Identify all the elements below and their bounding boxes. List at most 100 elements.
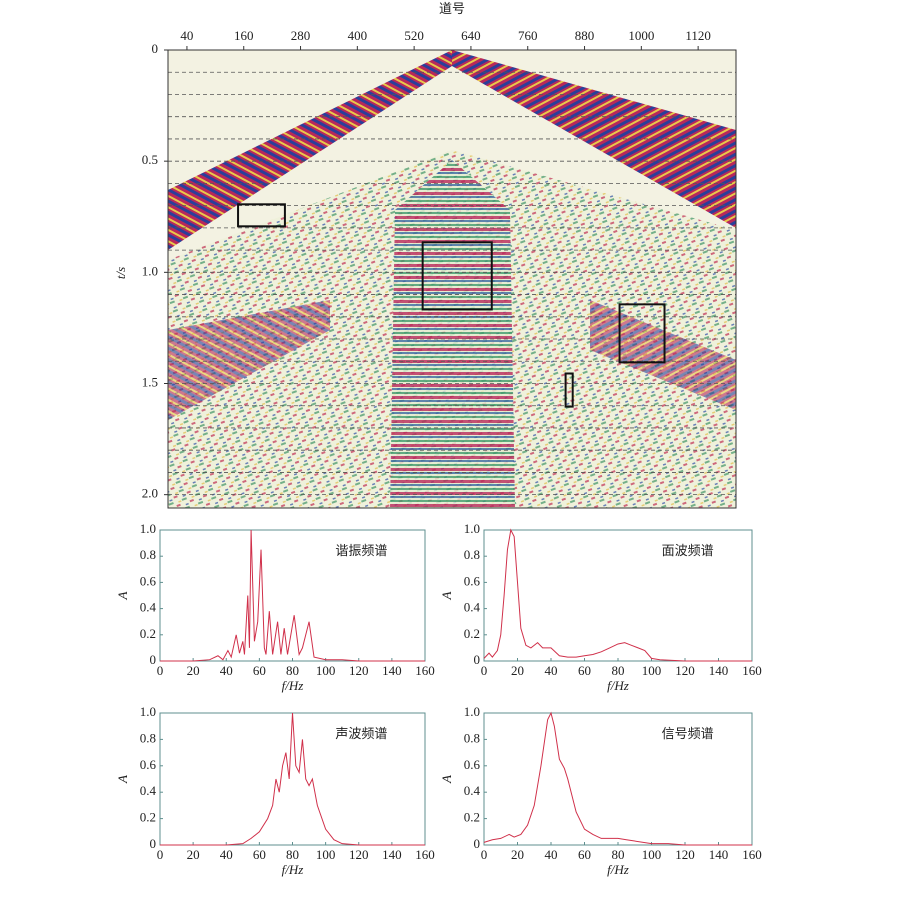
- x-tick-label: 280: [291, 28, 311, 43]
- spectrum-line: [160, 529, 425, 662]
- y-tick-label: 1.0: [140, 521, 156, 536]
- x-tick-label: 520: [404, 28, 424, 43]
- y-tick-label: 0.2: [464, 626, 480, 641]
- x-tick-label: 80: [612, 663, 625, 678]
- annotation-box: [237, 203, 286, 228]
- annotation-box: [618, 303, 666, 364]
- x-axis-label: 道号: [439, 1, 465, 16]
- x-axis-label: f/Hz: [282, 862, 304, 877]
- x-tick-label: 0: [481, 663, 488, 678]
- x-tick-label: 160: [415, 847, 435, 862]
- x-tick-label: 60: [578, 847, 591, 862]
- y-tick-label: 0.4: [140, 600, 157, 615]
- x-tick-label: 160: [234, 28, 254, 43]
- x-tick-label: 1120: [685, 28, 711, 43]
- x-tick-label: 100: [642, 663, 662, 678]
- y-tick-label: 0.6: [464, 757, 481, 772]
- x-tick-label: 100: [642, 847, 662, 862]
- y-tick-label: 0.6: [140, 757, 157, 772]
- annotation: 谐振频谱: [335, 543, 387, 558]
- y-tick-label: 0.2: [140, 626, 156, 641]
- y-axis-label: t/s: [113, 267, 128, 279]
- x-axis-label: f/Hz: [607, 678, 629, 693]
- x-tick-label: 0: [157, 663, 164, 678]
- plot-frame: [167, 49, 737, 509]
- y-tick-label: 0.5: [142, 152, 158, 167]
- y-tick-label: 0: [474, 836, 481, 851]
- y-axis-label: A: [115, 591, 130, 600]
- y-tick-label: 0: [150, 652, 157, 667]
- x-tick-label: 80: [286, 847, 299, 862]
- y-tick-label: 0.6: [464, 573, 481, 588]
- y-tick-label: 0.4: [464, 783, 481, 798]
- y-tick-label: 0: [150, 836, 157, 851]
- y-tick-label: 0.8: [140, 547, 156, 562]
- y-tick-label: 0.8: [140, 730, 156, 745]
- y-tick-label: 0: [474, 652, 481, 667]
- y-tick-label: 1.0: [464, 521, 480, 536]
- y-tick-label: 0.2: [140, 810, 156, 825]
- x-tick-label: 640: [461, 28, 481, 43]
- x-tick-label: 60: [578, 663, 591, 678]
- x-tick-label: 40: [545, 847, 558, 862]
- spectrum-line: [483, 711, 752, 846]
- y-tick-label: 1.0: [140, 704, 156, 719]
- x-tick-label: 0: [481, 847, 488, 862]
- x-tick-label: 20: [187, 663, 200, 678]
- y-tick-label: 1.0: [464, 704, 480, 719]
- annotation: 信号频谱: [662, 726, 714, 741]
- x-tick-label: 400: [348, 28, 368, 43]
- y-tick-label: 0.2: [464, 810, 480, 825]
- x-tick-label: 120: [349, 847, 369, 862]
- y-axis-label: A: [115, 775, 130, 784]
- x-tick-label: 760: [518, 28, 538, 43]
- x-tick-label: 20: [511, 847, 524, 862]
- x-tick-label: 140: [709, 663, 729, 678]
- x-tick-label: 100: [316, 847, 336, 862]
- x-tick-label: 120: [675, 663, 695, 678]
- x-tick-label: 120: [675, 847, 695, 862]
- x-tick-label: 160: [415, 663, 435, 678]
- x-tick-label: 60: [253, 663, 266, 678]
- x-tick-label: 20: [187, 847, 200, 862]
- spectrum-line: [160, 712, 425, 846]
- x-tick-label: 0: [157, 847, 164, 862]
- y-axis-label: A: [439, 775, 454, 784]
- x-axis-label: f/Hz: [282, 678, 304, 693]
- x-tick-label: 80: [286, 663, 299, 678]
- x-tick-label: 60: [253, 847, 266, 862]
- y-tick-label: 0.6: [140, 573, 157, 588]
- x-tick-label: 140: [382, 663, 402, 678]
- x-tick-label: 20: [511, 663, 524, 678]
- seismic-image: [168, 50, 736, 508]
- x-tick-label: 40: [180, 28, 193, 43]
- x-tick-label: 140: [382, 847, 402, 862]
- x-tick-label: 80: [612, 847, 625, 862]
- x-tick-label: 100: [316, 663, 336, 678]
- y-tick-label: 1.0: [142, 263, 158, 278]
- x-axis-label: f/Hz: [607, 862, 629, 877]
- x-tick-label: 40: [220, 847, 233, 862]
- y-tick-label: 1.5: [142, 374, 158, 389]
- y-tick-label: 0.4: [140, 783, 157, 798]
- x-tick-label: 120: [349, 663, 369, 678]
- y-axis-label: A: [439, 591, 454, 600]
- x-tick-label: 880: [575, 28, 595, 43]
- y-tick-label: 0: [152, 41, 159, 56]
- y-tick-label: 0.8: [464, 547, 480, 562]
- x-tick-label: 1000: [628, 28, 654, 43]
- y-tick-label: 0.4: [464, 600, 481, 615]
- x-tick-label: 160: [742, 663, 762, 678]
- spectrum-line: [483, 528, 752, 662]
- annotation: 声波频谱: [335, 726, 387, 741]
- x-tick-label: 40: [545, 663, 558, 678]
- annotation: 面波频谱: [662, 543, 714, 558]
- x-tick-label: 160: [742, 847, 762, 862]
- y-tick-label: 0.8: [464, 730, 480, 745]
- annotation-box: [564, 372, 574, 408]
- y-tick-label: 2.0: [142, 486, 158, 501]
- x-tick-label: 140: [709, 847, 729, 862]
- annotation-box: [421, 241, 493, 311]
- x-tick-label: 40: [220, 663, 233, 678]
